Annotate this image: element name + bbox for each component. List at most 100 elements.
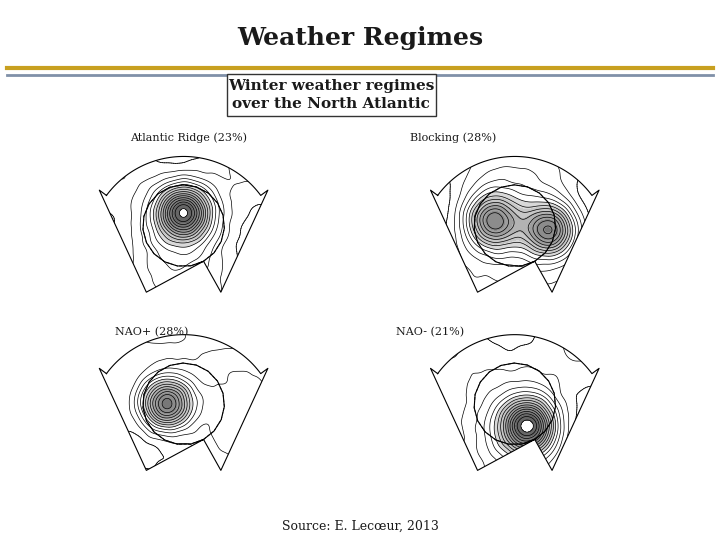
Text: NAO- (21%): NAO- (21%) [396,327,464,338]
Point [178,234,189,243]
Point [178,413,189,421]
Point [509,413,521,421]
Point [509,234,521,243]
Point [509,413,521,421]
Text: Atlantic Ridge (23%): Atlantic Ridge (23%) [130,132,246,143]
Point [178,413,189,421]
Text: NAO+ (28%): NAO+ (28%) [115,327,189,338]
Point [509,413,521,421]
Point [509,413,521,421]
Point [509,413,521,421]
Point [509,234,521,243]
Point [509,234,521,243]
Polygon shape [99,335,268,470]
Point [509,234,521,243]
FancyBboxPatch shape [227,74,436,116]
Text: Source: E. Lecœur, 2013: Source: E. Lecœur, 2013 [282,520,438,533]
Point [178,234,189,243]
Point [178,234,189,243]
Point [178,234,189,243]
Point [509,234,521,243]
Point [178,413,189,421]
Point [509,413,521,421]
Point [178,234,189,243]
Polygon shape [431,157,599,292]
Point [509,234,521,243]
Point [178,413,189,421]
Point [509,234,521,243]
Point [178,234,189,243]
Point [178,234,189,243]
Point [509,234,521,243]
Point [178,234,189,243]
Point [509,234,521,243]
Point [509,413,521,421]
Point [509,234,521,243]
Point [178,234,189,243]
Point [178,413,189,421]
Point [509,413,521,421]
Point [509,413,521,421]
Point [178,413,189,421]
Point [178,413,189,421]
Point [178,413,189,421]
Point [509,234,521,243]
Point [178,234,189,243]
Point [178,413,189,421]
Point [178,234,189,243]
Point [509,413,521,421]
Point [178,413,189,421]
Point [178,234,189,243]
Point [178,234,189,243]
Point [178,234,189,243]
Point [509,234,521,243]
Point [178,413,189,421]
Point [178,234,189,243]
Point [178,413,189,421]
Point [509,413,521,421]
Point [178,234,189,243]
Point [178,234,189,243]
Point [509,234,521,243]
Point [509,413,521,421]
Point [509,234,521,243]
Point [509,234,521,243]
Point [178,413,189,421]
Point [178,234,189,243]
Point [509,413,521,421]
Point [178,234,189,243]
Point [509,234,521,243]
Point [509,234,521,243]
Point [509,413,521,421]
Point [509,413,521,421]
Point [178,413,189,421]
Point [509,413,521,421]
Point [509,234,521,243]
Point [178,413,189,421]
Point [509,413,521,421]
Point [178,234,189,243]
Point [178,413,189,421]
Point [509,234,521,243]
Point [509,413,521,421]
Point [509,234,521,243]
Point [509,234,521,243]
Point [178,413,189,421]
Point [178,413,189,421]
Point [509,234,521,243]
Point [509,413,521,421]
Point [509,234,521,243]
Point [178,234,189,243]
Point [178,413,189,421]
Point [178,234,189,243]
Point [178,413,189,421]
Point [509,234,521,243]
Point [178,413,189,421]
Point [509,413,521,421]
Text: Winter weather regimes
over the North Atlantic: Winter weather regimes over the North At… [228,79,434,111]
Point [178,413,189,421]
Text: Blocking (28%): Blocking (28%) [410,132,497,143]
Point [509,413,521,421]
Point [509,413,521,421]
Point [509,234,521,243]
